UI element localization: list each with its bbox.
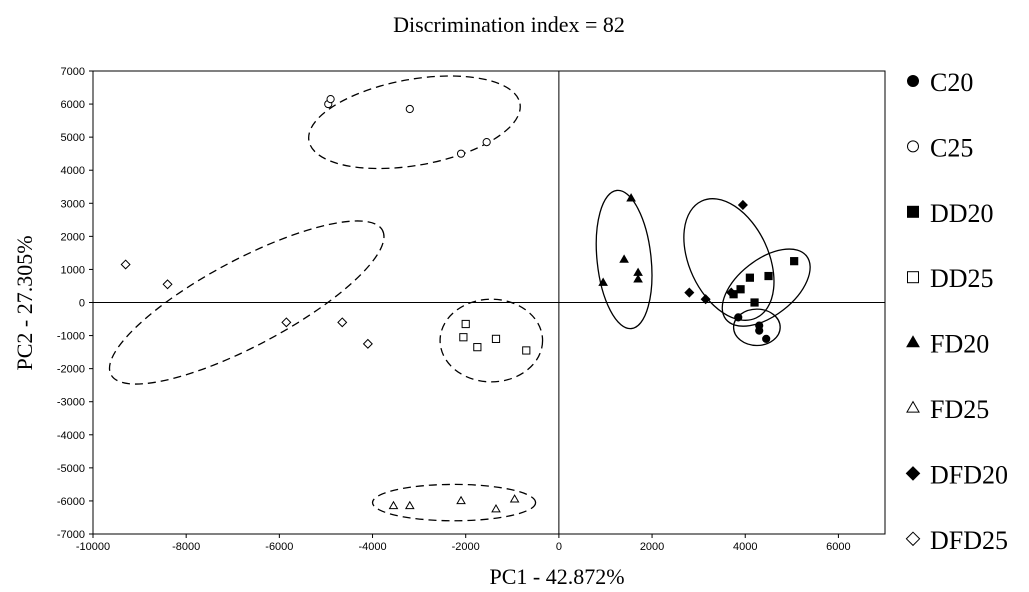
chart-title: Discrimination index = 82: [393, 12, 625, 37]
y-tick-label: -5000: [57, 463, 85, 475]
y-tick-label: 7000: [61, 66, 85, 78]
plot-area: -10000 -8000 -6000 -4000 -2000 0 2000 4000 60007…: [57, 66, 886, 553]
legend-marker-dd20: [907, 205, 919, 218]
legend-label-dd20: DD20: [930, 199, 994, 228]
point-c25: [405, 104, 414, 114]
legend-marker-c20: [907, 75, 919, 87]
point-fd25: [456, 495, 466, 505]
x-tick-label: 4000: [733, 541, 757, 553]
point-dd25: [522, 346, 531, 355]
legend-label-fd20: FD20: [930, 330, 989, 359]
y-tick-label: -1000: [57, 331, 85, 343]
legend-label-c20: C20: [930, 68, 973, 97]
y-tick-label: 0: [79, 298, 85, 310]
point-c20: [762, 334, 771, 343]
legend-marker-dd25: [907, 271, 919, 284]
point-dfd25: [162, 279, 173, 290]
group-ellipse-c20: [732, 308, 781, 347]
x-tick-label: 6000: [826, 541, 850, 553]
y-tick-label: 2000: [61, 231, 85, 243]
y-tick-label: -3000: [57, 397, 85, 409]
point-fd25: [388, 500, 399, 510]
point-c25: [456, 149, 466, 158]
point-c20: [734, 313, 743, 322]
group-ellipse-dfd25: [108, 220, 385, 385]
point-dd25: [473, 343, 482, 352]
point-dd20: [764, 271, 773, 281]
x-tick-label: -10000: [76, 541, 110, 553]
point-fd20: [619, 254, 629, 263]
point-dfd20: [700, 294, 711, 305]
point-dd25: [459, 333, 468, 342]
point-c25: [482, 138, 491, 147]
x-tick-label: -6000: [265, 541, 293, 553]
y-tick-label: 3000: [61, 198, 85, 210]
x-tick-label: -4000: [358, 541, 386, 553]
y-tick-label: -6000: [57, 496, 85, 508]
point-dd25: [461, 319, 470, 329]
legend-marker-fd25: [906, 400, 920, 413]
y-tick-label: 5000: [61, 132, 85, 144]
y-tick-label: -7000: [57, 529, 85, 541]
point-fd25: [404, 500, 415, 510]
legend-label-dfd20: DFD20: [930, 460, 1008, 489]
point-fd20: [626, 193, 636, 202]
point-dd20: [745, 273, 754, 282]
point-dd20: [750, 298, 759, 307]
point-fd20: [598, 277, 608, 286]
point-fd25: [491, 504, 501, 513]
point-dfd20: [737, 199, 748, 210]
group-ellipse-c25: [308, 75, 521, 170]
point-dd20: [790, 257, 799, 266]
x-tick-label: 2000: [640, 541, 664, 553]
y-tick-label: -2000: [57, 364, 85, 376]
point-fd20: [633, 274, 643, 283]
legend-marker-c25: [907, 140, 919, 153]
y-tick-label: 1000: [61, 264, 85, 276]
y-tick-label: 4000: [61, 165, 85, 177]
x-axis-label: PC1 - 42.872%: [489, 564, 624, 589]
x-tick-label: 0: [556, 541, 562, 553]
group-ellipse-fd25: [371, 483, 537, 522]
point-fd25: [509, 494, 520, 503]
point-c20: [755, 326, 764, 335]
legend-label-fd25: FD25: [930, 395, 989, 424]
group-ellipse-dd20: [721, 248, 811, 327]
legend-label-dfd25: DFD25: [930, 526, 1008, 555]
legend-marker-dfd25: [905, 531, 921, 547]
legend-label-dd25: DD25: [930, 264, 994, 293]
point-dfd20: [684, 287, 695, 298]
point-dfd20: [726, 287, 737, 298]
group-ellipse-dd25: [439, 298, 544, 383]
legend-marker-dfd20: [905, 466, 921, 481]
x-tick-label: -2000: [452, 541, 480, 553]
point-dfd25: [337, 317, 348, 328]
point-dd25: [491, 334, 501, 343]
group-ellipse-fd20: [595, 189, 653, 330]
point-dfd25: [362, 338, 373, 349]
point-dd20: [736, 285, 745, 294]
legend: C20 C25 DD20 DD25 FD20 FD25 DFD20 DFD25: [905, 68, 1008, 555]
group-ellipse-dfd20: [683, 198, 775, 321]
y-tick-label: -4000: [57, 430, 85, 442]
y-tick-label: 6000: [61, 99, 85, 111]
point-c25: [326, 95, 335, 104]
y-axis-label: PC2 - 27.305%: [12, 235, 37, 370]
legend-label-c25: C25: [930, 133, 973, 162]
legend-marker-fd20: [906, 335, 920, 348]
point-dfd25: [120, 259, 131, 270]
point-dfd25: [281, 317, 292, 328]
x-tick-label: -8000: [172, 541, 200, 553]
